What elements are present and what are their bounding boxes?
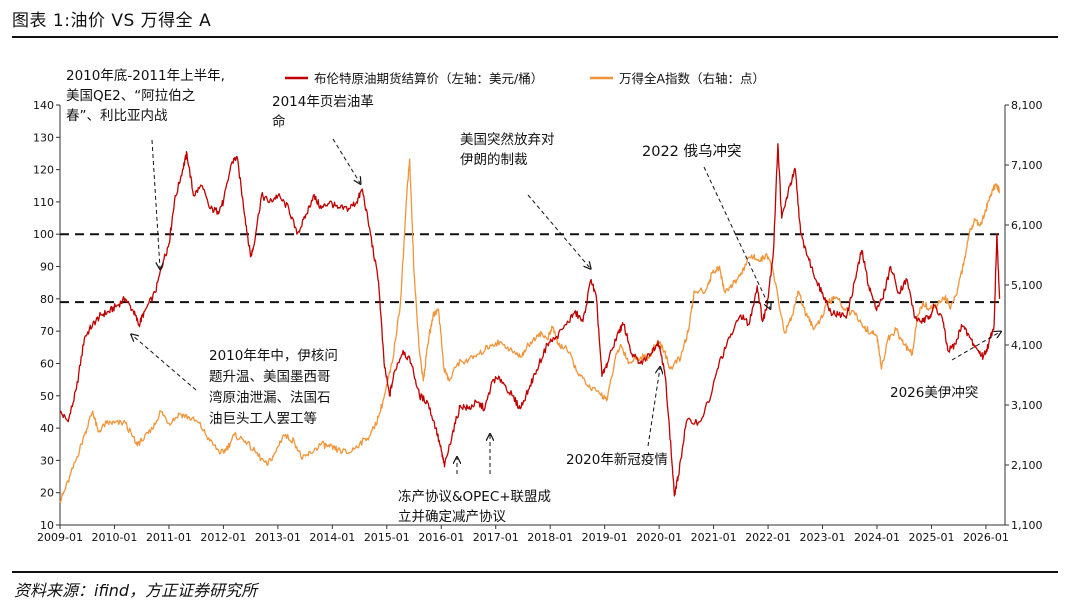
legend-label-brent: 布伦特原油期货结算价（左轴：美元/桶）	[314, 71, 543, 86]
annotation-arrow-3	[527, 194, 590, 268]
x-tick-label: 2015-01	[364, 531, 410, 544]
x-tick-label: 2021-01	[691, 531, 737, 544]
y-right-tick-label: 6,100	[1011, 219, 1043, 232]
y-left-tick-label: 90	[40, 261, 54, 274]
annotation-1-line-1: 2010年底-2011年上半年,	[66, 68, 225, 84]
reference-lines	[60, 233, 1005, 304]
y-left-tick-label: 80	[40, 293, 54, 306]
legend: 布伦特原油期货结算价（左轴：美元/桶） 万得全A指数（右轴：点）	[285, 71, 765, 86]
y-left-tick-label: 100	[33, 228, 54, 241]
axes-layer: 10 20 30 40 50 60 70 80 90 100 110 120 130 140 1,100 2,…	[33, 99, 1043, 544]
annotation-arrow-1	[151, 139, 160, 268]
annotation-7-line-1: 2020年新冠疫情	[566, 452, 668, 468]
annotation-3-line-2: 伊朗的制裁	[460, 152, 528, 168]
annotation-5-line-3: 湾原油泄漏、法国石	[209, 389, 331, 406]
x-tick-label: 2024-01	[854, 531, 900, 544]
x-tick-label: 2010-01	[91, 531, 137, 544]
x-tick-label: 2009-01	[37, 531, 83, 544]
annotation-8-line-1: 2026美伊冲突	[890, 385, 978, 401]
legend-label-wind-a: 万得全A指数（右轴：点）	[619, 71, 765, 86]
y-right-tick-label: 1,100	[1011, 519, 1043, 532]
annotation-1-line-2: 美国QE2、“阿拉伯之	[66, 88, 195, 104]
annotation-5-line-4: 油巨头工人罢工等	[209, 410, 317, 427]
annotation-4-line-1: 2022 俄乌冲突	[642, 143, 742, 160]
annotation-1-line-3: 春”、利比亚内战	[66, 108, 168, 124]
figure-title: 图表 1:油价 VS 万得全 A	[12, 11, 212, 31]
y-right-tick-label: 5,100	[1011, 279, 1043, 292]
x-tick-label: 2026-01	[963, 531, 1009, 544]
y-left-tick-label: 30	[40, 454, 54, 467]
annotation-arrow-9	[951, 332, 1000, 361]
y-left-tick-label: 70	[40, 325, 54, 338]
x-tick-label: 2022-01	[745, 531, 791, 544]
y-left-tick-label: 40	[40, 422, 54, 435]
annotation-2-line-1: 2014年页岩油革	[272, 94, 374, 110]
bottom-rule	[12, 571, 1058, 573]
annotation-arrow-2	[332, 138, 360, 183]
y-right-tick-label: 3,100	[1011, 399, 1043, 412]
x-tick-label: 2020-01	[636, 531, 682, 544]
y-left-tick-label: 10	[40, 519, 54, 532]
x-tick-label: 2025-01	[908, 531, 954, 544]
x-tick-label: 2013-01	[255, 531, 301, 544]
annotation-arrow-4	[703, 166, 770, 308]
x-tick-label: 2017-01	[473, 531, 519, 544]
series-line-wind-a	[59, 158, 1001, 504]
y-left-tick-label: 110	[33, 196, 54, 209]
series-line-brent	[59, 143, 1001, 497]
x-tick-label: 2014-01	[309, 531, 355, 544]
y-left-tick-label: 120	[33, 164, 54, 177]
y-right-tick-label: 2,100	[1011, 459, 1043, 472]
annotation-3-line-1: 美国突然放弃对	[460, 131, 555, 148]
x-tick-label: 2016-01	[418, 531, 464, 544]
y-left-tick-label: 60	[40, 357, 54, 370]
y-right-tick-label: 4,100	[1011, 339, 1043, 352]
x-tick-label: 2019-01	[582, 531, 628, 544]
series-layer	[59, 143, 1001, 504]
annotation-5-line-2: 题升温、美国墨西哥	[209, 369, 331, 385]
y-left-tick-label: 130	[33, 131, 54, 144]
source-note: 资料来源：ifind，方正证券研究所	[14, 581, 258, 600]
top-rule	[12, 36, 1058, 38]
annotation-2-line-2: 命	[272, 113, 286, 130]
y-left-tick-label: 140	[33, 99, 54, 112]
annotation-5-line-1: 2010年年中，伊核问	[209, 348, 338, 364]
x-tick-label: 2012-01	[200, 531, 246, 544]
x-tick-label: 2023-01	[800, 531, 846, 544]
annotation-arrow-8	[647, 368, 660, 447]
annotation-arrow-5	[132, 335, 197, 391]
annotation-6-line-2: 立并确定减产协议	[398, 509, 506, 525]
x-tick-label: 2018-01	[527, 531, 573, 544]
y-left-tick-label: 20	[40, 487, 54, 500]
annotation-6-line-1: 冻产协议&OPEC+联盟成	[398, 489, 551, 505]
oil-vs-wind-a-chart: 10 20 30 40 50 60 70 80 90 100 110 120 130 140 1,100 2,…	[33, 68, 1043, 544]
x-tick-label: 2011-01	[146, 531, 192, 544]
y-left-tick-label: 50	[40, 390, 54, 403]
y-right-tick-label: 7,100	[1011, 159, 1043, 172]
y-right-tick-label: 8,100	[1011, 99, 1043, 112]
